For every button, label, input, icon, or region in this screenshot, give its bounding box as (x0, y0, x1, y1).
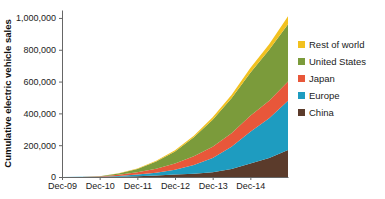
y-tick-label: 1,000,000 (16, 13, 56, 23)
x-tick: Dec-13 (199, 177, 228, 191)
y-tick-label: 200,000 (23, 141, 56, 151)
x-tick-label: Dec-11 (124, 181, 152, 191)
y-tick: 800,000 (23, 45, 62, 55)
legend-item: China (298, 107, 335, 118)
x-tick-mark (62, 177, 63, 180)
y-tick-mark (59, 177, 62, 178)
y-axis-line (62, 11, 63, 178)
areas (62, 16, 288, 177)
x-tick-mark (175, 177, 176, 180)
y-tick-mark (59, 145, 62, 146)
y-tick-mark (59, 82, 62, 83)
legend-label: Japan (309, 73, 335, 84)
y-tick: 200,000 (23, 141, 62, 151)
legend-swatch (298, 41, 305, 48)
y-axis-title: Cumulative electric vehicle sales (2, 19, 13, 167)
y-tick-mark (59, 113, 62, 114)
y-tick-mark (59, 50, 62, 51)
x-tick-mark (137, 177, 138, 180)
x-tick-label: Dec-10 (86, 181, 115, 191)
x-tick: Dec-09 (48, 177, 77, 191)
y-tick: 1,000,000 (16, 13, 62, 23)
legend-label: Rest of world (309, 39, 364, 50)
x-tick-label: Dec-13 (199, 181, 228, 191)
y-tick-mark (59, 18, 62, 19)
legend-label: Europe (309, 90, 340, 101)
legend-item: Japan (298, 73, 335, 84)
legend-item: Europe (298, 90, 340, 101)
legend-swatch (298, 109, 305, 116)
x-tick: Dec-10 (86, 177, 115, 191)
x-tick-mark (250, 177, 251, 180)
x-tick-mark (213, 177, 214, 180)
legend-label: United States (309, 56, 366, 67)
y-tick: 400,000 (23, 109, 62, 119)
y-tick-label: 600,000 (23, 77, 56, 87)
y-tick: 600,000 (23, 77, 62, 87)
chart: 0200,000400,000600,000800,0001,000,000De… (0, 0, 385, 199)
x-tick-label: Dec-12 (161, 181, 190, 191)
x-tick: Dec-14 (236, 177, 265, 191)
x-tick: Dec-11 (124, 177, 152, 191)
legend-swatch (298, 92, 305, 99)
y-axis: 0200,000400,000600,000800,0001,000,000 (16, 11, 63, 183)
legend-swatch (298, 58, 305, 65)
area (62, 24, 288, 177)
x-tick-label: Dec-14 (236, 181, 265, 191)
x-tick-mark (100, 177, 101, 180)
x-axis: Dec-09 Dec-10 Dec-11 Dec-12 Dec-13 Dec-14 (48, 177, 289, 191)
x-tick: Dec-12 (161, 177, 190, 191)
plot: 0200,000400,000600,000800,0001,000,000De… (16, 11, 289, 192)
legend-label: China (309, 107, 335, 118)
y-tick-label: 400,000 (23, 109, 56, 119)
x-tick-label: Dec-09 (48, 181, 77, 191)
area (62, 16, 288, 177)
legend-item: United States (298, 56, 366, 67)
legend-item: Rest of world (298, 39, 364, 50)
legend-swatch (298, 75, 305, 82)
legend: Rest of world United States Japan Europe Chi… (298, 39, 366, 118)
y-tick-label: 800,000 (23, 45, 56, 55)
